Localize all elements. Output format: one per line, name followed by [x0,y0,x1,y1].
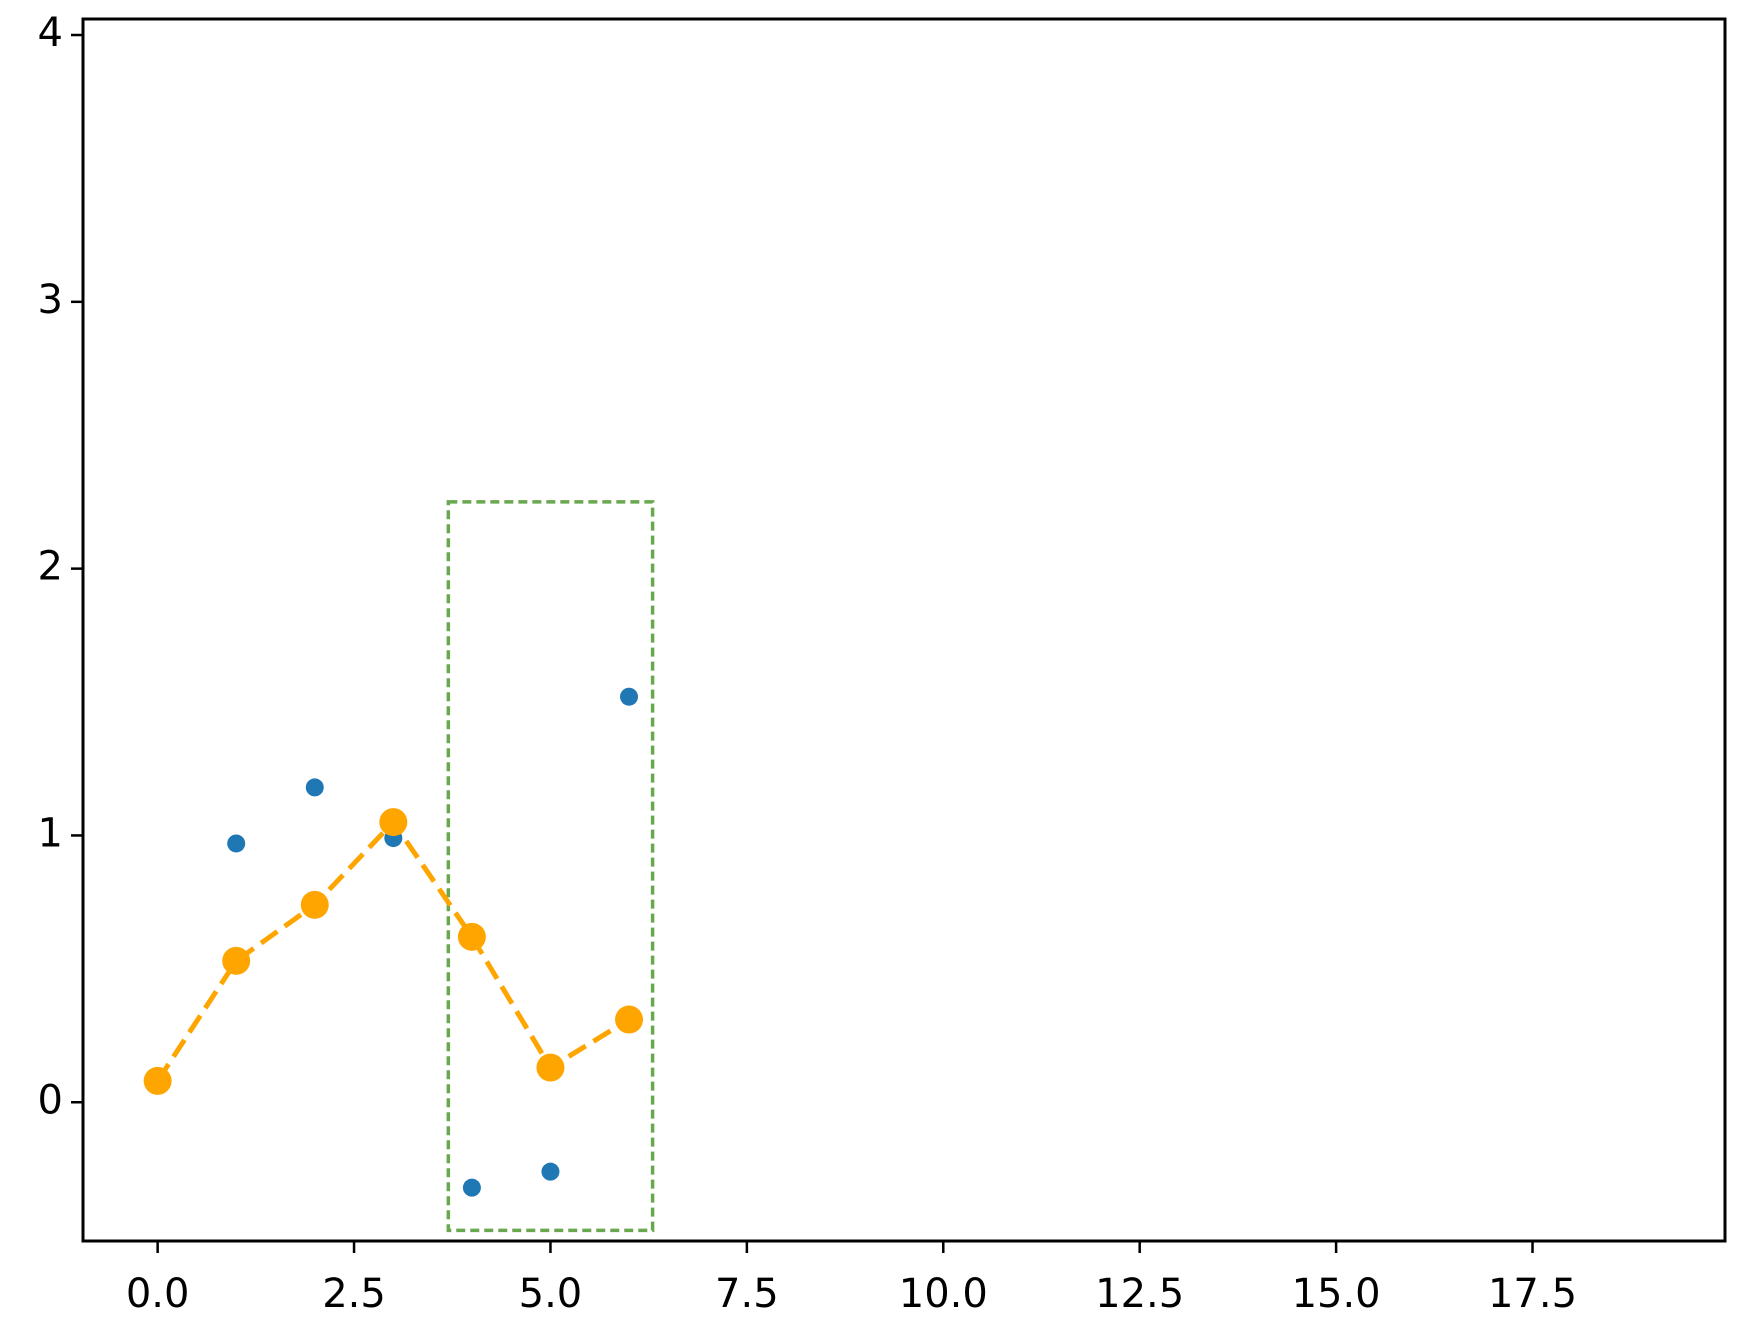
x-tick-label: 10.0 [899,1271,988,1317]
x-tick-label: 2.5 [322,1271,386,1317]
scatter-point [227,834,246,853]
axes-frame [81,17,1727,1243]
line-marker [300,890,329,919]
line-marker [379,808,408,837]
x-tick-label: 7.5 [715,1271,779,1317]
highlight-box [446,500,655,1233]
line-marker [222,946,251,975]
scatter-point [305,778,324,797]
x-tick-label: 0.0 [126,1271,190,1317]
scatter-point [541,1162,560,1181]
line-marker [536,1053,565,1082]
y-tick-label: 4 [38,10,63,56]
x-tick-label: 15.0 [1292,1271,1381,1317]
line-marker [457,922,486,951]
x-tick-label: 17.5 [1488,1271,1577,1317]
scatter-point [620,687,639,706]
x-tick-label: 12.5 [1095,1271,1184,1317]
y-tick-label: 1 [38,810,63,856]
y-tick-label: 0 [38,1077,63,1123]
scatter-point [462,1178,481,1197]
y-tick-label: 3 [38,277,63,323]
y-tick-label: 2 [38,544,63,590]
x-tick-label: 5.0 [519,1271,583,1317]
line-marker [143,1066,172,1095]
line-marker [615,1005,644,1034]
